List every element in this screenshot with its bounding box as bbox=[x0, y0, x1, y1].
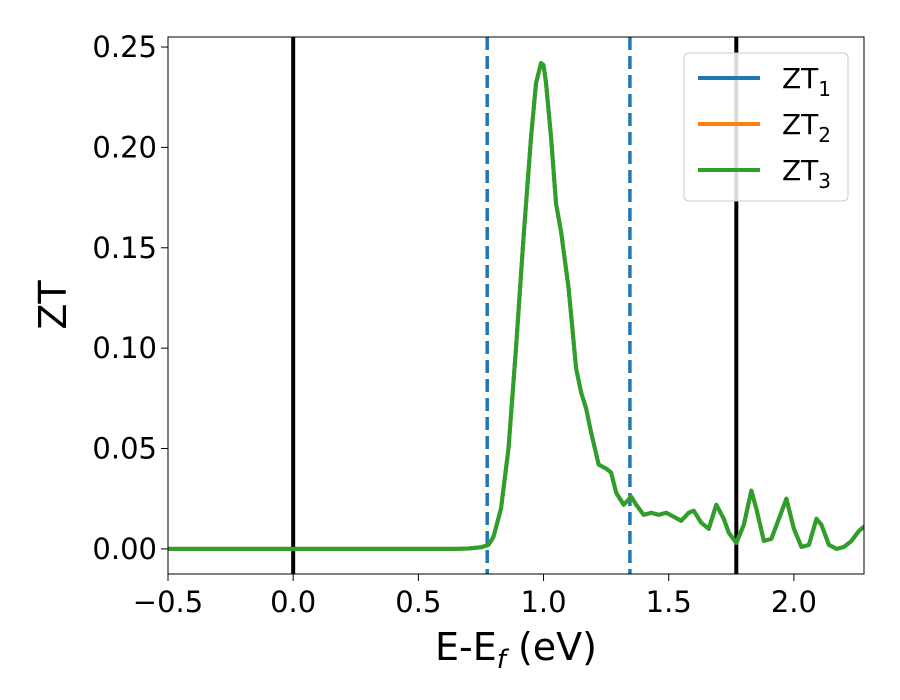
series-line-ZT3 bbox=[168, 61, 864, 551]
y-axis-title: ZT bbox=[31, 280, 75, 330]
x-tick-label: 1.0 bbox=[520, 585, 566, 619]
y-tick-label: 0.25 bbox=[92, 30, 157, 64]
legend-label-ZT1: ZT1 bbox=[782, 62, 831, 101]
x-tick-label: 0.5 bbox=[395, 585, 441, 619]
series-lines bbox=[168, 61, 864, 551]
x-axis-title-main: E-E bbox=[435, 625, 497, 669]
x-tick-label: 2.0 bbox=[771, 585, 817, 619]
x-axis-ticks: −0.5 0.0 0.5 1.0 1.5 2.0 bbox=[133, 574, 817, 619]
x-axis-title: E-Ef (eV) bbox=[435, 625, 597, 675]
y-tick-label: 0.00 bbox=[92, 532, 157, 566]
y-tick-label: 0.20 bbox=[92, 130, 157, 164]
plot-frame bbox=[167, 36, 865, 575]
y-tick-label: 0.05 bbox=[92, 432, 157, 466]
x-tick-label: 1.5 bbox=[646, 585, 692, 619]
y-axis-ticks: 0.00 0.05 0.10 0.15 0.20 0.25 bbox=[92, 30, 168, 566]
x-tick-label: 0.0 bbox=[270, 585, 316, 619]
legend: ZT1 ZT2 ZT3 bbox=[683, 52, 849, 202]
y-tick-label: 0.15 bbox=[92, 231, 157, 265]
legend-box bbox=[683, 52, 849, 202]
y-tick-label: 0.10 bbox=[92, 331, 157, 365]
legend-label-ZT2: ZT2 bbox=[782, 108, 831, 147]
legend-label-ZT3: ZT3 bbox=[782, 154, 831, 193]
x-tick-label: −0.5 bbox=[133, 585, 203, 619]
x-axis-title-unit: (eV) bbox=[506, 625, 597, 669]
